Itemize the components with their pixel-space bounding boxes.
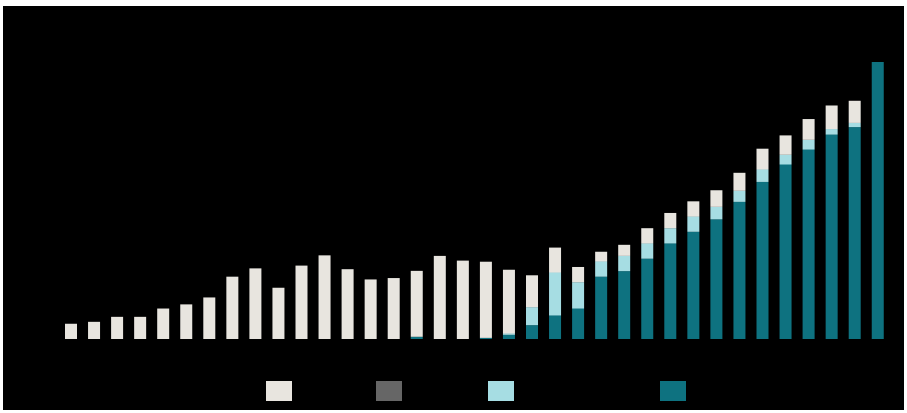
bar-34-series-4 bbox=[825, 105, 838, 130]
bar-33-series-4 bbox=[802, 119, 815, 140]
bar-30-series-1 bbox=[733, 201, 746, 339]
bar-19-series-1 bbox=[479, 337, 492, 339]
legend-swatch-3 bbox=[488, 381, 514, 401]
bar-14-series-4 bbox=[364, 279, 377, 339]
legend bbox=[266, 381, 686, 401]
legend-swatch-4 bbox=[660, 381, 686, 401]
bar-24-series-3 bbox=[595, 261, 608, 277]
bar-24-series-4 bbox=[595, 251, 608, 262]
bar-25-series-3 bbox=[618, 255, 631, 272]
bar-15-series-4 bbox=[387, 278, 400, 339]
bar-12-series-4 bbox=[318, 255, 331, 339]
bar-3-series-4 bbox=[111, 316, 124, 339]
bar-25-series-1 bbox=[618, 271, 631, 339]
bar-24-series-1 bbox=[595, 276, 608, 340]
bar-13-series-4 bbox=[341, 269, 354, 339]
bar-28-series-3 bbox=[687, 216, 700, 232]
bar-34-series-3 bbox=[825, 129, 838, 135]
bar-32-series-4 bbox=[779, 135, 792, 155]
bar-7-series-4 bbox=[203, 297, 216, 339]
bar-27-series-3 bbox=[664, 228, 677, 244]
bar-16-series-1 bbox=[410, 336, 423, 339]
bar-23-series-1 bbox=[572, 308, 585, 339]
bar-31-series-4 bbox=[756, 148, 769, 170]
bar-34-series-1 bbox=[825, 134, 838, 339]
bar-25-series-4 bbox=[618, 244, 631, 256]
bar-23-series-3 bbox=[572, 282, 585, 309]
bar-35-series-4 bbox=[848, 100, 861, 123]
bar-22-series-3 bbox=[549, 272, 562, 316]
stacked-bar-chart bbox=[65, 62, 884, 401]
bar-31-series-3 bbox=[756, 169, 769, 182]
bar-35-series-3 bbox=[848, 122, 861, 128]
bar-20-series-4 bbox=[502, 269, 515, 334]
bar-26-series-3 bbox=[641, 243, 654, 259]
bar-21-series-1 bbox=[526, 325, 538, 339]
bar-5-series-4 bbox=[157, 308, 170, 339]
bar-18-series-4 bbox=[456, 260, 469, 339]
bar-6-series-4 bbox=[180, 304, 193, 340]
bars-group bbox=[65, 62, 884, 340]
bar-35-series-1 bbox=[848, 127, 861, 339]
legend-swatch-2 bbox=[376, 381, 402, 401]
bar-36-series-1 bbox=[871, 62, 884, 339]
bar-31-series-1 bbox=[756, 181, 769, 339]
bar-26-series-4 bbox=[641, 228, 654, 244]
bar-11-series-4 bbox=[295, 265, 308, 340]
bar-29-series-4 bbox=[710, 190, 723, 207]
bar-22-series-1 bbox=[549, 315, 562, 339]
bar-30-series-4 bbox=[733, 172, 746, 191]
bar-21-series-4 bbox=[526, 275, 538, 308]
bar-30-series-3 bbox=[733, 190, 746, 202]
bar-17-series-4 bbox=[433, 255, 446, 339]
bar-16-series-4 bbox=[410, 270, 423, 337]
bar-28-series-4 bbox=[687, 201, 700, 217]
bar-1-series-4 bbox=[65, 323, 77, 339]
bar-32-series-1 bbox=[779, 164, 792, 339]
bar-4-series-4 bbox=[134, 316, 147, 339]
bar-22-series-4 bbox=[549, 247, 562, 273]
bar-20-series-1 bbox=[502, 334, 515, 340]
bar-27-series-4 bbox=[664, 212, 677, 229]
bar-2-series-4 bbox=[88, 321, 101, 339]
bar-23-series-4 bbox=[572, 266, 585, 283]
legend-swatch-1 bbox=[266, 381, 292, 401]
bar-26-series-1 bbox=[641, 258, 654, 339]
bar-32-series-3 bbox=[779, 154, 792, 165]
bar-33-series-3 bbox=[802, 139, 815, 150]
bar-8-series-4 bbox=[226, 276, 239, 340]
chart-frame bbox=[3, 6, 904, 410]
bar-29-series-3 bbox=[710, 206, 723, 220]
bar-21-series-3 bbox=[526, 307, 538, 326]
bar-19-series-4 bbox=[479, 261, 492, 338]
bar-9-series-4 bbox=[249, 268, 262, 340]
bar-20-series-3 bbox=[502, 333, 515, 335]
bar-10-series-4 bbox=[272, 287, 285, 339]
bar-28-series-1 bbox=[687, 231, 700, 339]
bar-27-series-1 bbox=[664, 243, 677, 339]
bar-29-series-1 bbox=[710, 219, 723, 339]
bar-33-series-1 bbox=[802, 149, 815, 339]
